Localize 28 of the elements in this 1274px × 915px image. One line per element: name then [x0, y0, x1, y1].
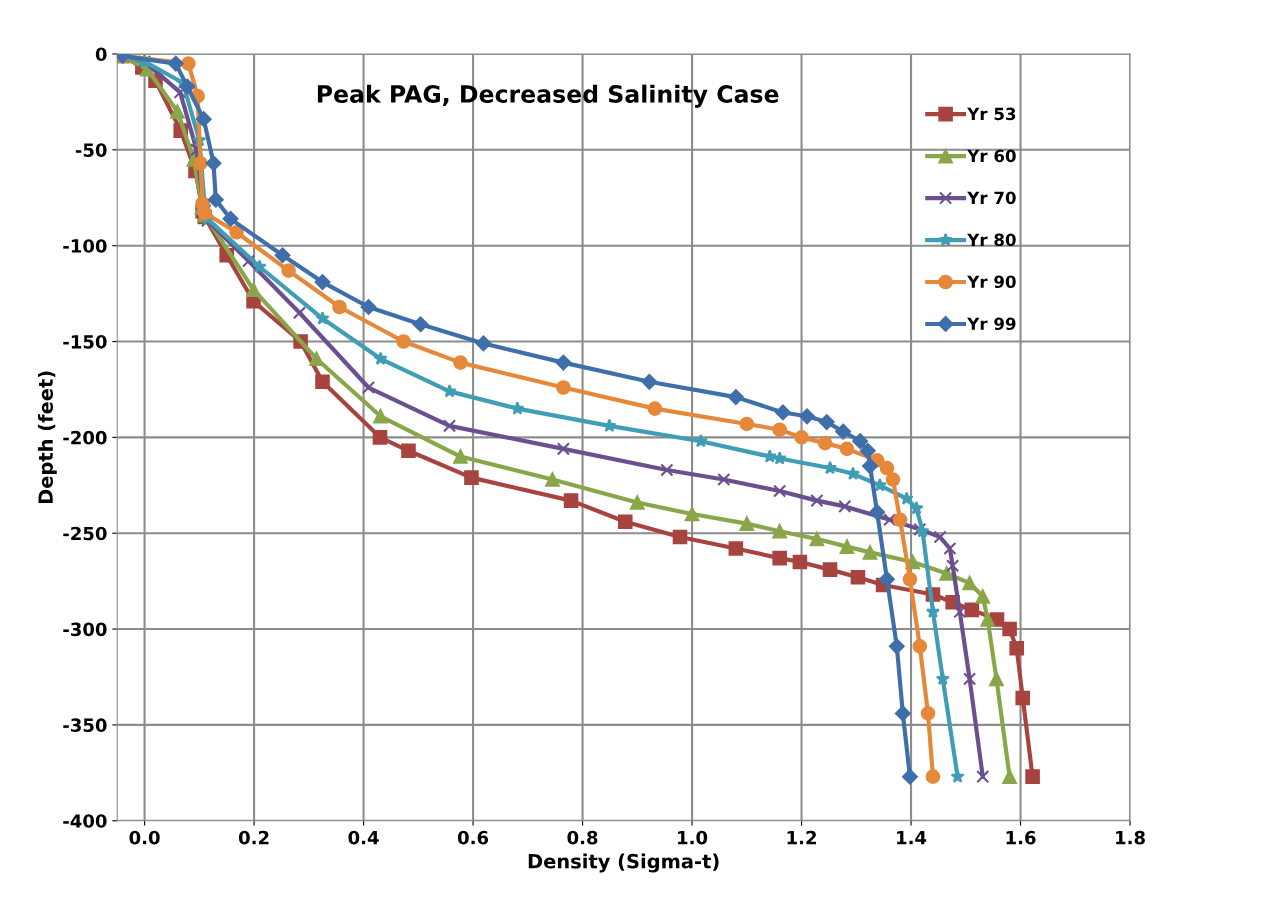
x-tick-label: 1.8: [1116, 830, 1145, 845]
legend-label: Yr 53: [967, 107, 1016, 121]
y-tick-label: -300: [63, 622, 107, 637]
x-tick-label: 1.4: [897, 831, 927, 845]
legend-label: Yr 60: [967, 149, 1016, 163]
legend-label: Yr 80: [967, 233, 1016, 247]
x-axis-title: Density (Sigma-t): [528, 853, 719, 873]
x-tick-label: 0.2: [238, 830, 269, 845]
x-tick-label: 1.2: [787, 830, 816, 845]
x-tick-label: 0.4: [348, 830, 379, 845]
x-tick-label: 0.6: [457, 830, 489, 845]
y-tick-label: -350: [63, 718, 107, 733]
legend-label: Yr 90: [967, 275, 1016, 289]
y-tick-label: -400: [63, 814, 107, 828]
y-tick-label: -200: [63, 430, 107, 445]
y-tick-label: -250: [63, 526, 107, 541]
legend-label: Yr 99: [967, 317, 1016, 331]
y-tick-label: 0: [95, 47, 107, 62]
y-tick-label: -150: [63, 334, 107, 349]
x-tick-label: 0.0: [129, 830, 160, 845]
y-axis-title: Depth (feet): [37, 371, 57, 504]
legend-label: Yr 70: [967, 191, 1016, 205]
x-tick-label: 1.6: [1006, 830, 1036, 845]
x-tick-label: 1.0: [678, 830, 708, 845]
y-tick-label: -100: [63, 239, 107, 253]
y-tick-label: -50: [75, 143, 107, 157]
x-tick-label: 0.8: [567, 830, 598, 845]
text: Peak PAG, Decreased Salinity Case: [317, 84, 779, 108]
